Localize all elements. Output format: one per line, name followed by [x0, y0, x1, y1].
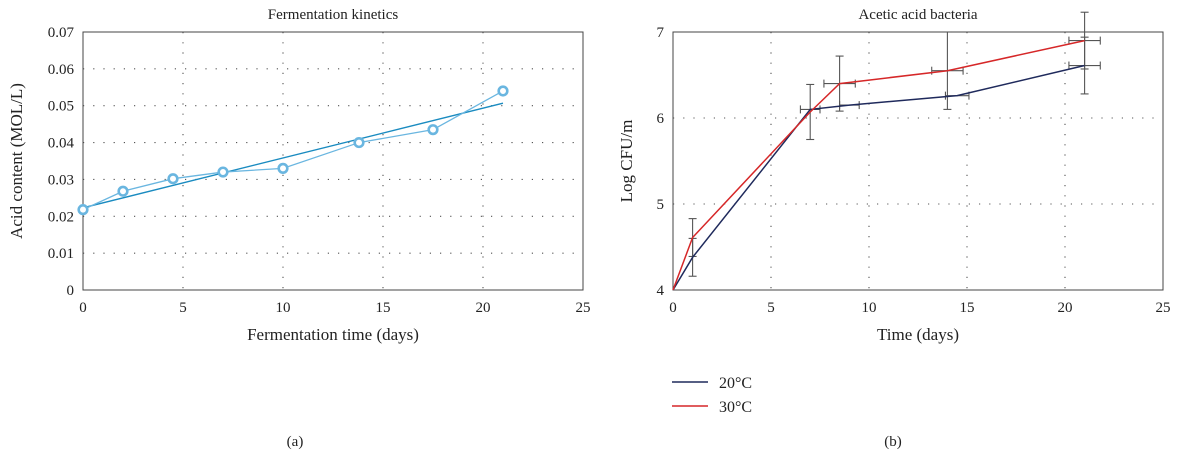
chart-b-series [672, 11, 1101, 291]
chart-b-xtick-label: 5 [767, 300, 775, 316]
chart-a-data-point [217, 166, 229, 178]
chart-a-series [77, 85, 509, 216]
chart-b-xtick-label: 0 [669, 300, 677, 316]
chart-a-data-point [277, 162, 289, 174]
chart-b-series-line-20c [672, 64, 1085, 291]
chart-a-ytick-label: 0.05 [48, 99, 74, 115]
chart-a-data-point [497, 85, 509, 97]
chart-b-xticks: 0 5 10 15 20 25 [669, 300, 1170, 316]
chart-a-xticks: 0 5 10 15 20 25 [79, 300, 590, 316]
panel-b: Acetic acid bacteria 0 5 10 15 20 25 4 5 6 7 Tim… [617, 7, 1171, 450]
chart-b-yticks: 4 5 6 7 [657, 25, 665, 299]
panel-label-b: (b) [884, 434, 902, 450]
chart-a-frame [82, 31, 584, 291]
chart-a-data-point [427, 124, 439, 136]
chart-a-xtick-label: 15 [376, 300, 391, 316]
legend-item-30c: 30°C [672, 399, 752, 416]
panel-label-a: (a) [287, 434, 304, 450]
chart-b-ytick-label: 4 [657, 283, 665, 299]
legend-label-30c: 30°C [719, 399, 752, 416]
chart-b-ytick-label: 6 [657, 111, 665, 127]
chart-a-xtick-label: 0 [79, 300, 87, 316]
chart-b-frame [672, 31, 1164, 291]
chart-a-data-point [167, 173, 179, 185]
chart-a-xtick-label: 20 [476, 300, 491, 316]
panel-a: Fermentation kinetics 0 5 10 15 20 25 0 0.01 0.… [7, 7, 591, 450]
chart-a-ytick-label: 0.07 [48, 25, 75, 41]
chart-a-xlabel: Fermentation time (days) [247, 325, 419, 344]
legend: 20°C 30°C [672, 375, 752, 416]
chart-a-data-line [82, 90, 504, 211]
chart-a-yticks: 0 0.01 0.02 0.03 0.04 0.05 0.06 0.07 [48, 25, 75, 299]
chart-b-xlabel: Time (days) [877, 325, 959, 344]
chart-a-title: Fermentation kinetics [268, 7, 399, 23]
chart-b-xtick-label: 20 [1058, 300, 1073, 316]
chart-a-grid [83, 32, 583, 290]
chart-a-xtick-label: 25 [576, 300, 591, 316]
chart-b-xtick-label: 15 [960, 300, 975, 316]
chart-a-data-point [353, 136, 365, 149]
chart-b-ytick-label: 5 [657, 197, 665, 213]
chart-a-ytick-label: 0.03 [48, 172, 74, 188]
chart-b-xtick-label: 25 [1156, 300, 1171, 316]
legend-label-20c: 20°C [719, 375, 752, 392]
chart-a-ytick-label: 0 [67, 283, 75, 299]
chart-a-trend [82, 102, 504, 209]
chart-a-data-point [77, 204, 89, 216]
chart-a-ytick-label: 0.06 [48, 62, 75, 78]
chart-a-xtick-label: 10 [276, 300, 291, 316]
legend-item-20c: 20°C [672, 375, 752, 392]
chart-b-ytick-label: 7 [657, 25, 665, 41]
chart-a-ylabel: Acid content (MOL/L) [7, 83, 26, 239]
chart-a-data-point [117, 185, 129, 197]
chart-b-xtick-label: 10 [862, 300, 877, 316]
chart-a-ytick-label: 0.01 [48, 246, 74, 262]
chart-a-ytick-label: 0.02 [48, 209, 74, 225]
chart-b-title: Acetic acid bacteria [858, 7, 977, 23]
chart-b-ylabel: Log CFU/m [617, 120, 636, 203]
chart-b-grid [673, 32, 1163, 290]
chart-a-trend-line [82, 102, 504, 209]
chart-a-xtick-label: 5 [179, 300, 187, 316]
chart-a-ytick-label: 0.04 [48, 136, 75, 152]
chart-b-series-line-30c [672, 39, 1085, 291]
